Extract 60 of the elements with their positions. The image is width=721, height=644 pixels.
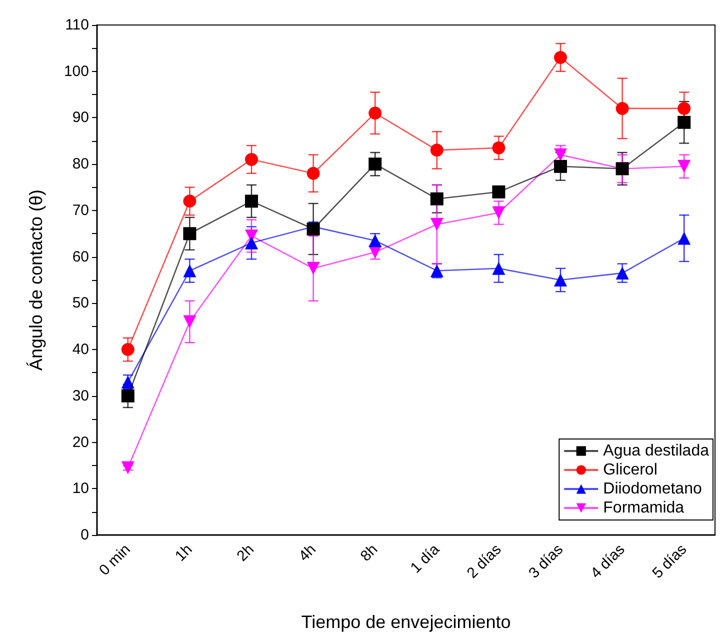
point	[306, 262, 320, 275]
point	[245, 194, 258, 208]
point	[492, 141, 506, 154]
point	[121, 389, 134, 402]
legend-label: Formamida	[603, 500, 684, 516]
x-tick-label: 5 días	[649, 540, 690, 582]
point	[492, 206, 506, 220]
point	[554, 274, 567, 286]
point	[306, 222, 320, 236]
legend-label: Diiodometano	[603, 480, 702, 498]
y-tick-label: 110	[65, 16, 89, 34]
point	[616, 266, 629, 280]
y-axis-title: Ángulo de contacto (θ)	[26, 189, 46, 371]
x-axis-title: Tiempo de envejecimiento	[301, 612, 511, 632]
y-tick-label: 20	[72, 434, 89, 451]
legend-label: Glicerol	[603, 462, 658, 478]
y-tick-label: 0	[80, 526, 89, 544]
x-tick-label: 1 día	[407, 540, 444, 577]
point	[554, 148, 567, 162]
point	[430, 192, 444, 206]
point	[183, 227, 196, 240]
x-tick-label: 2h	[234, 540, 258, 565]
y-tick-label: 70	[72, 202, 89, 219]
point	[554, 160, 567, 173]
x-tick-label: 8h	[357, 540, 382, 565]
point	[306, 166, 320, 180]
x-tick-label: 0 min	[96, 540, 134, 579]
y-tick-label: 90	[72, 109, 89, 126]
y-tick-label: 100	[64, 62, 89, 80]
point	[616, 102, 629, 115]
point	[554, 50, 567, 64]
point	[183, 315, 196, 328]
point	[368, 158, 382, 171]
y-tick-label: 10	[72, 480, 89, 498]
point	[492, 262, 506, 275]
point	[678, 232, 691, 245]
point	[183, 194, 196, 208]
y-tick-label: 50	[72, 294, 89, 312]
y-tick-label: 60	[72, 248, 89, 266]
point	[183, 264, 196, 278]
x-tick-label: 3 días	[526, 540, 567, 582]
point	[678, 116, 691, 129]
point	[430, 218, 444, 231]
y-tick-label: 30	[72, 387, 89, 404]
point	[678, 102, 691, 115]
point	[368, 106, 382, 120]
x-tick-label: 2 días	[464, 540, 505, 582]
x-tick-label: 4h	[296, 540, 320, 565]
point	[430, 144, 444, 157]
point	[121, 343, 134, 356]
legend-label: Agua destilada	[603, 442, 710, 460]
point	[492, 185, 506, 198]
point	[245, 152, 258, 166]
y-tick-label: 80	[72, 156, 89, 173]
x-tick-label: 4 días	[587, 540, 628, 582]
point	[245, 236, 258, 250]
x-tick-label: 1h	[172, 540, 196, 565]
point	[678, 160, 691, 173]
y-tick-label: 40	[72, 341, 89, 358]
point	[121, 461, 134, 474]
